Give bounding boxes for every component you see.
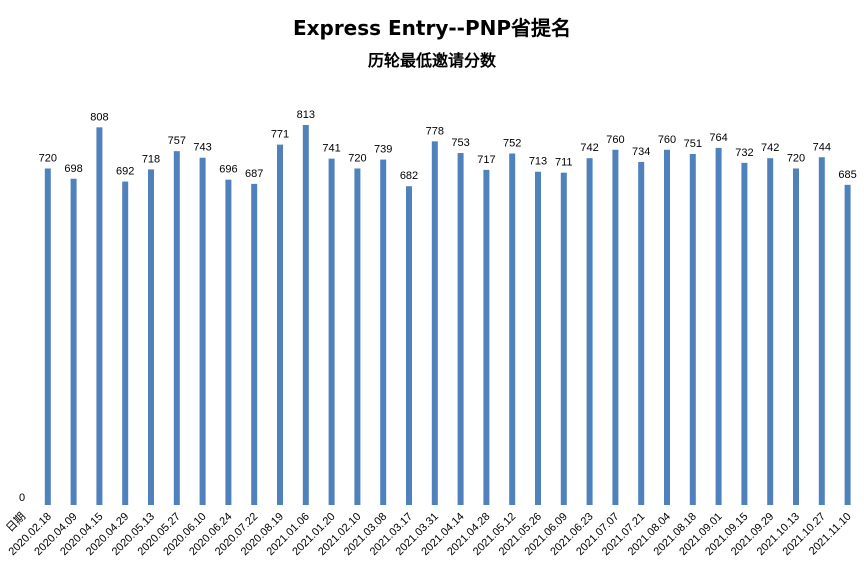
bar — [793, 168, 799, 505]
data-label: 757 — [168, 135, 186, 147]
data-label: 778 — [426, 125, 444, 137]
data-label: 743 — [193, 142, 211, 154]
data-label: 692 — [116, 166, 134, 178]
bar — [818, 157, 825, 505]
bar — [767, 158, 774, 505]
data-label: 752 — [503, 138, 521, 150]
data-label: 711 — [555, 157, 573, 169]
bar — [380, 159, 387, 505]
bar — [689, 153, 696, 505]
data-label: 808 — [90, 111, 108, 123]
data-label: 717 — [477, 154, 495, 166]
bar — [302, 125, 309, 505]
bar — [431, 141, 438, 505]
bar — [586, 158, 593, 505]
data-label: 682 — [400, 170, 418, 182]
data-label: 760 — [658, 134, 676, 146]
bar — [251, 183, 258, 505]
bar — [535, 171, 541, 505]
bar — [44, 168, 51, 505]
bar — [457, 153, 464, 505]
bar — [560, 172, 567, 505]
data-label: 698 — [64, 163, 82, 175]
data-label: 744 — [813, 141, 831, 153]
bar — [406, 186, 412, 505]
bar — [70, 178, 77, 506]
data-label: 760 — [606, 134, 624, 146]
bar — [96, 127, 103, 505]
bar — [664, 149, 670, 505]
bar — [354, 168, 361, 505]
chart-subtitle: 历轮最低邀请分数 — [367, 51, 496, 70]
bar — [509, 153, 516, 505]
bar — [277, 144, 283, 506]
data-label: 734 — [632, 146, 650, 158]
bar — [612, 149, 619, 505]
data-label: 720 — [348, 152, 366, 164]
bar — [122, 181, 129, 505]
data-label: 720 — [787, 152, 805, 164]
bar — [715, 147, 722, 505]
bar — [148, 169, 154, 505]
data-label: 720 — [39, 152, 57, 164]
data-label: 771 — [271, 129, 289, 141]
data-label: 732 — [735, 147, 753, 159]
data-label: 687 — [245, 168, 263, 180]
data-label: 741 — [322, 143, 340, 155]
data-label: 0 — [19, 492, 25, 504]
data-label: 742 — [761, 142, 779, 154]
data-label: 753 — [451, 137, 469, 149]
data-label: 764 — [709, 132, 727, 144]
data-label: 685 — [838, 169, 856, 181]
bar — [483, 169, 490, 505]
bar — [844, 184, 851, 505]
data-label: 696 — [219, 164, 237, 176]
data-label: 813 — [297, 109, 315, 121]
chart-title: Express Entry--PNP省提名 — [292, 16, 572, 40]
data-label: 713 — [529, 156, 547, 168]
bar — [225, 179, 232, 505]
bar — [199, 157, 206, 505]
bar — [328, 158, 335, 505]
data-label: 751 — [684, 138, 702, 150]
data-label: 742 — [580, 142, 598, 154]
data-label: 739 — [374, 144, 392, 156]
bar — [741, 162, 748, 505]
data-label: 718 — [142, 153, 160, 165]
bar — [638, 161, 645, 505]
bar — [173, 151, 180, 505]
